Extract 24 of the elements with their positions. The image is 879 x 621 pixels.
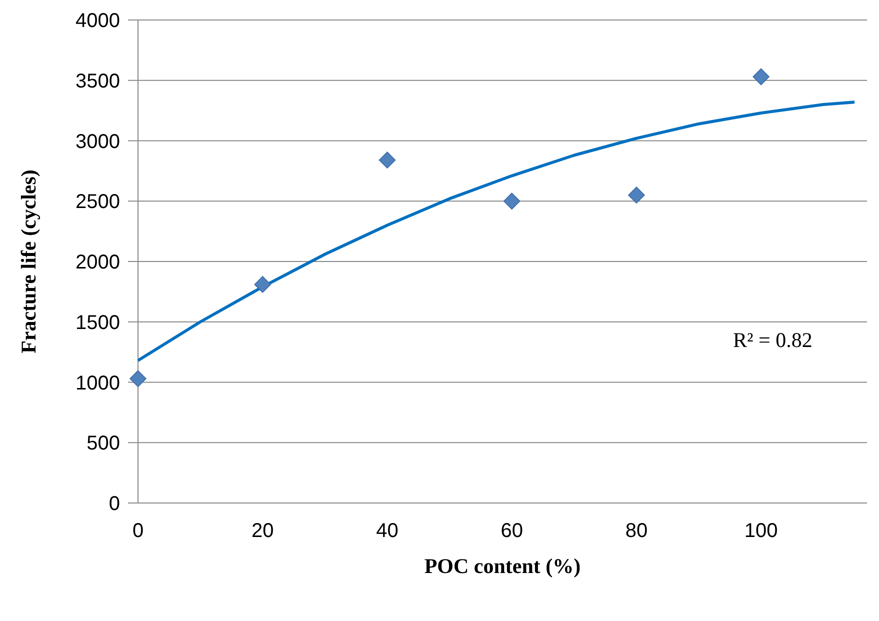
line-series	[136, 100, 856, 362]
y-tick-label: 1500	[76, 312, 120, 334]
y-tick-label: 2000	[76, 252, 120, 274]
point	[752, 68, 770, 86]
x-tick-label: 20	[251, 520, 274, 542]
y-tick-label: 2500	[76, 191, 120, 214]
x-tick-label: 40	[376, 520, 398, 542]
point	[503, 192, 520, 210]
point	[628, 186, 645, 204]
x-tick-label: 0	[132, 520, 144, 542]
y-tick-label: 0	[108, 493, 120, 516]
y-tick-label: 3500	[76, 70, 120, 92]
y-tick-label: 4000	[76, 10, 120, 32]
y-tick-label: 500	[86, 432, 120, 455]
x-tick-label: 100	[744, 520, 778, 542]
x-axis-title: POC content (%)	[424, 554, 581, 578]
point	[378, 152, 396, 168]
y-axis-title: Fracture life (cycles)	[16, 170, 40, 354]
x-tick-label: 60	[500, 520, 523, 542]
point	[254, 276, 272, 293]
annotation: R² = 0.82	[733, 328, 812, 353]
y-tick-label: 3000	[76, 130, 120, 153]
y-tick-label: 1000	[76, 372, 120, 394]
x-tick-label: 80	[625, 520, 648, 542]
